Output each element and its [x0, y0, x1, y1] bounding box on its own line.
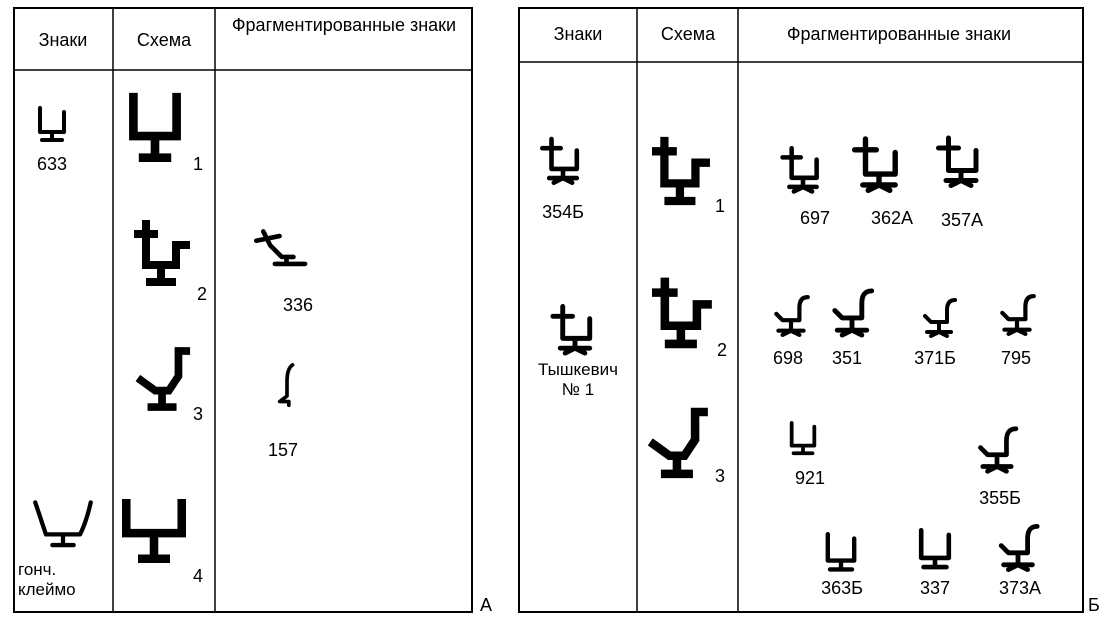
scheme-glyph — [650, 412, 708, 474]
header-box: Фрагментированные знаки — [231, 15, 457, 35]
table-frame — [13, 7, 473, 613]
fragment-glyph — [256, 231, 305, 263]
sign-glyph — [542, 139, 577, 183]
sign-box: гонч. клеймо — [18, 560, 76, 599]
fragment-glyph — [783, 148, 817, 191]
scheme-label: 1 — [715, 196, 725, 216]
fragment-glyph — [776, 297, 808, 335]
fragment-label: 373А — [999, 578, 1041, 598]
fragment-glyph — [828, 534, 854, 569]
fragment-label: 362А — [871, 208, 913, 228]
table-a: Знаки Схема Фрагментированные знаки 633 … — [13, 7, 473, 613]
fragment-label: 357А — [941, 210, 983, 230]
scheme-label: 2 — [197, 284, 207, 304]
fragment-label: 698 — [773, 348, 803, 368]
fragment-label: 337 — [920, 578, 950, 598]
sign-glyph — [553, 306, 590, 353]
panel-label: Б — [1088, 595, 1100, 615]
fragment-glyph — [1001, 526, 1037, 569]
fragment-label: 697 — [800, 208, 830, 228]
fragment-glyph — [789, 421, 817, 456]
fragment-label: 157 — [268, 440, 298, 460]
sign-glyph — [38, 106, 66, 142]
fragment-glyph — [280, 365, 293, 405]
fragment-glyph — [1002, 296, 1034, 334]
header: Фрагментированные знаки — [787, 24, 1011, 44]
sign-label: гонч. клеймо — [18, 560, 76, 599]
scheme-glyph — [133, 93, 176, 158]
scheme-glyph — [138, 351, 190, 407]
fragment-label: 351 — [832, 348, 862, 368]
fragment-glyph — [835, 291, 872, 335]
scheme-label: 3 — [715, 466, 725, 486]
panel-label: А — [480, 595, 492, 615]
sign-label: 633 — [37, 154, 67, 174]
header: Схема — [661, 24, 716, 44]
scheme-glyph — [126, 499, 181, 559]
fragment-glyph — [939, 138, 977, 186]
scheme-label: 2 — [717, 340, 727, 360]
fragment-label: 795 — [1001, 348, 1031, 368]
sign-glyph — [35, 502, 90, 545]
fragment-label: 371Б — [914, 348, 956, 368]
fragment-glyph — [921, 530, 949, 567]
fragment-label: 355Б — [979, 488, 1021, 508]
sign-label: 354Б — [542, 202, 584, 222]
scheme-glyph — [652, 137, 710, 201]
sign-box: Тышкевич № 1 — [538, 360, 618, 399]
scheme-label: 1 — [193, 154, 203, 174]
scheme-glyph — [134, 220, 190, 282]
scheme-glyph — [652, 278, 712, 344]
fragment-label: 363Б — [821, 578, 863, 598]
sign-label: Тышкевич № 1 — [538, 360, 618, 399]
table-b: Знаки Схема Фрагментированные знаки 354Б… — [518, 7, 1084, 613]
header: Знаки — [39, 30, 88, 50]
fragment-glyph — [855, 139, 896, 190]
fragment-glyph — [925, 300, 955, 336]
scheme-label: 4 — [193, 566, 203, 586]
header: Фрагментированные знаки — [231, 15, 457, 35]
fragment-label: 336 — [283, 295, 313, 315]
header: Схема — [137, 30, 192, 50]
scheme-label: 3 — [193, 404, 203, 424]
header: Знаки — [554, 24, 603, 44]
fragment-glyph — [980, 429, 1015, 472]
table-frame — [518, 7, 1084, 613]
fragment-label: 921 — [795, 468, 825, 488]
